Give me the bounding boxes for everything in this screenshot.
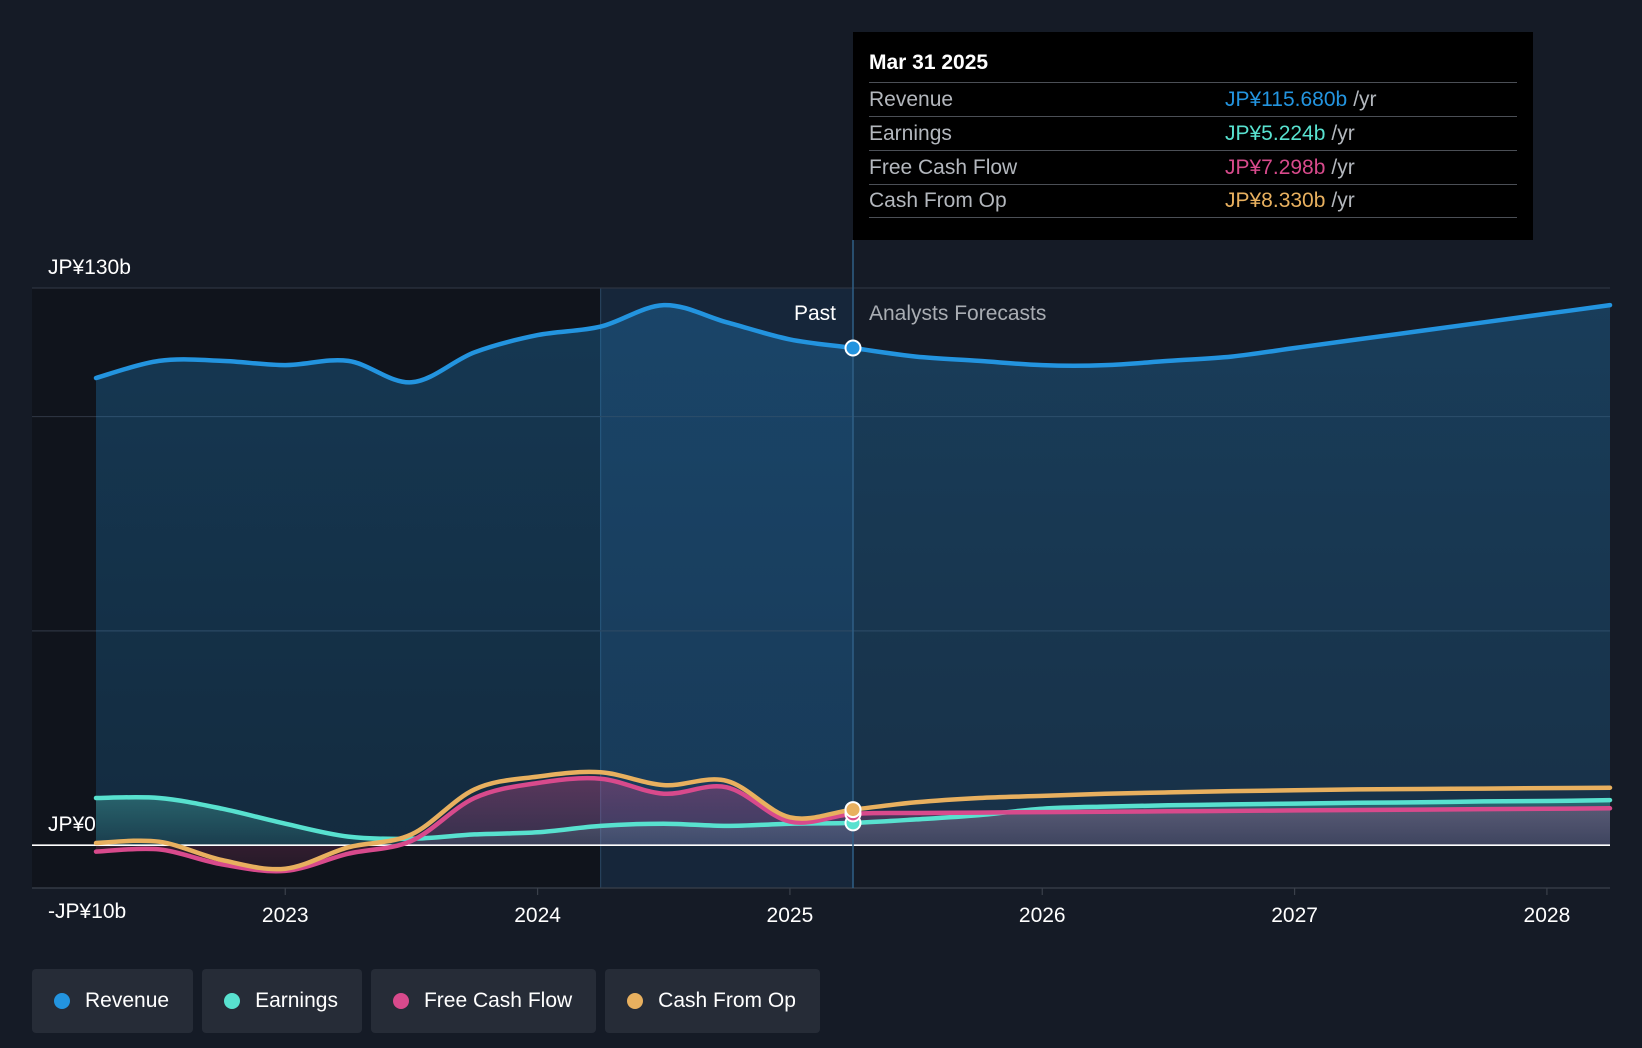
legend-item-revenue[interactable]: Revenue — [32, 969, 194, 1033]
chart-legend: Revenue Earnings Free Cash Flow Cash Fro… — [32, 969, 820, 1033]
y-tick-label: JP¥0 — [48, 813, 96, 836]
legend-label: Free Cash Flow — [423, 989, 573, 1012]
tooltip-row-cash-from-op: Cash From Op JP¥8.330b /yr — [869, 184, 1517, 218]
tooltip-unit: /yr — [1331, 189, 1355, 212]
forecast-label: Analysts Forecasts — [869, 302, 1046, 325]
legend-label: Earnings — [255, 989, 338, 1012]
y-tick-label: -JP¥10b — [48, 900, 126, 923]
x-tick-label: 2027 — [1271, 904, 1318, 927]
marker-revenue — [844, 339, 862, 357]
tooltip-row-revenue: Revenue JP¥115.680b /yr — [869, 82, 1517, 116]
tooltip-label: Revenue — [869, 87, 954, 111]
line-cash-from-op — [93, 769, 1613, 872]
legend-item-free-cash-flow[interactable]: Free Cash Flow — [370, 969, 597, 1033]
tooltip-value: JP¥5.224b — [1225, 121, 1326, 145]
x-tick-label: 2024 — [514, 904, 561, 927]
x-tick-label: 2023 — [262, 904, 309, 927]
y-tick-label: JP¥130b — [48, 256, 131, 279]
legend-dot-icon — [627, 993, 644, 1009]
tooltip-date: Mar 31 2025 — [869, 51, 989, 74]
line-free-cash-flow — [93, 775, 1613, 874]
legend-item-cash-from-op[interactable]: Cash From Op — [605, 969, 820, 1033]
marker-cash-from-op — [844, 801, 862, 819]
legend-label: Cash From Op — [658, 989, 796, 1012]
x-tick-label: 2025 — [767, 904, 814, 927]
tooltip-unit: /yr — [1331, 121, 1355, 145]
tooltip-label: Free Cash Flow — [869, 155, 1018, 179]
tooltip: Mar 31 2025 Revenue JP¥115.680b /yr Earn… — [853, 32, 1533, 240]
legend-dot-icon — [224, 993, 241, 1009]
tooltip-row-earnings: Earnings JP¥5.224b /yr — [869, 116, 1517, 150]
tooltip-unit: /yr — [1353, 87, 1377, 111]
tooltip-label: Earnings — [869, 121, 952, 145]
legend-label: Revenue — [85, 989, 170, 1012]
x-tick-label: 2028 — [1524, 904, 1571, 927]
tooltip-unit: /yr — [1331, 155, 1355, 179]
line-revenue — [93, 302, 1613, 385]
legend-dot-icon — [392, 993, 409, 1009]
tooltip-row-free-cash-flow: Free Cash Flow JP¥7.298b /yr — [869, 150, 1517, 184]
tooltip-value: JP¥115.680b — [1225, 87, 1348, 111]
x-tick-label: 2026 — [1019, 904, 1066, 927]
past-label: Past — [794, 302, 836, 325]
tooltip-label: Cash From Op — [869, 189, 1007, 212]
financial-chart: JP¥130b JP¥0 -JP¥10b 2023 2024 2025 2026 2027 20… — [32, 240, 1613, 927]
legend-dot-icon — [54, 993, 70, 1009]
tooltip-value: JP¥8.330b — [1225, 189, 1326, 212]
legend-item-earnings[interactable]: Earnings — [202, 969, 362, 1033]
tooltip-value: JP¥7.298b — [1225, 155, 1326, 179]
